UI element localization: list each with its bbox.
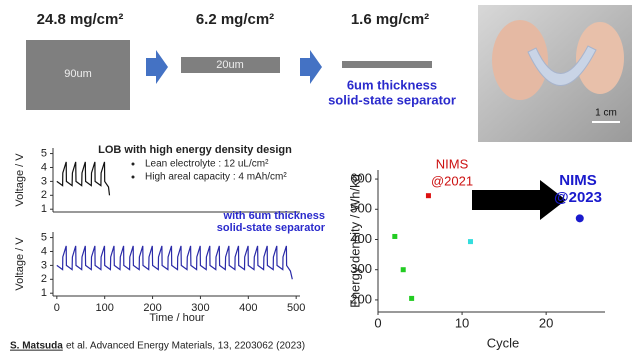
data-point — [467, 239, 473, 245]
note: Lean electrolyte : 12 uL/cm² — [145, 159, 269, 170]
annotation: @2023 — [554, 189, 602, 206]
electrode-block — [26, 40, 130, 110]
y-tick-label: 1 — [41, 203, 47, 215]
y-tick-label: 4 — [41, 161, 47, 173]
electrode-block — [181, 57, 280, 73]
y-tick-label: 600 — [350, 171, 372, 186]
data-point — [400, 267, 406, 273]
y-tick-label: 400 — [350, 231, 372, 246]
y-tick-label: 5 — [41, 147, 47, 159]
y-tick-label: 200 — [350, 291, 372, 306]
arrow — [146, 50, 168, 84]
loading-label: 6.2 mg/cm² — [196, 11, 274, 28]
y-tick-label: 1 — [41, 287, 47, 299]
separator-label: 6um thickness — [347, 77, 437, 92]
data-point — [409, 295, 415, 301]
y-tick-label: 2 — [41, 273, 47, 285]
y-tick-label: 3 — [41, 259, 47, 271]
finger — [492, 20, 548, 100]
data-point — [425, 193, 431, 199]
scale-label: 1 cm — [595, 108, 617, 119]
note: High areal capacity : 4 mAh/cm² — [145, 172, 287, 183]
y-axis-label: Energy density / Wh/kg — [347, 174, 362, 308]
y-tick-label: 4 — [41, 245, 47, 257]
x-axis-label: Cycle — [487, 335, 520, 350]
annotation: @2021 — [431, 173, 473, 188]
annotation: LOB with high energy density design — [98, 144, 292, 156]
y-tick-label: 3 — [41, 175, 47, 187]
annotation: solid-state separator — [217, 222, 326, 234]
x-axis-label: Time / hour — [149, 312, 205, 324]
annotation: with 6um thickness — [223, 210, 325, 222]
finger — [576, 22, 624, 94]
thickness-label: 90um — [64, 68, 92, 80]
y-tick-label: 300 — [350, 261, 372, 276]
x-tick-label: 100 — [96, 302, 114, 314]
citation-author: S. Matsuda — [10, 341, 63, 352]
photo: 1 cm — [478, 5, 632, 142]
data-line — [56, 245, 293, 280]
x-tick-label: 0 — [374, 315, 381, 330]
y-tick-label: 2 — [41, 189, 47, 201]
loading-label: 24.8 mg/cm² — [37, 11, 124, 28]
y-axis-label: Voltage / V — [14, 153, 26, 207]
x-tick-label: 300 — [191, 302, 209, 314]
annotation: NIMS — [436, 156, 469, 171]
x-tick-label: 20 — [539, 315, 553, 330]
x-tick-label: 500 — [287, 302, 305, 314]
data-point — [392, 233, 398, 239]
separator-block — [342, 61, 432, 68]
x-tick-label: 200 — [143, 302, 161, 314]
separator-label: solid-state separator — [328, 92, 456, 107]
data-point — [575, 214, 584, 223]
x-tick-label: 0 — [54, 302, 60, 314]
arrow — [300, 50, 322, 84]
x-tick-label: 10 — [455, 315, 469, 330]
bullet — [131, 175, 135, 179]
y-tick-label: 5 — [41, 231, 47, 243]
bullet — [131, 162, 135, 166]
citation: et al. Advanced Energy Materials, 13, 22… — [66, 341, 305, 352]
y-tick-label: 500 — [350, 201, 372, 216]
y-axis-label: Voltage / V — [14, 237, 26, 291]
loading-label: 1.6 mg/cm² — [351, 11, 429, 28]
data-line — [56, 161, 111, 196]
annotation: NIMS — [559, 172, 597, 189]
x-tick-label: 400 — [239, 302, 257, 314]
flexible-separator — [527, 45, 597, 86]
thickness-label: 20um — [216, 59, 244, 71]
trend-arrow — [472, 180, 566, 220]
